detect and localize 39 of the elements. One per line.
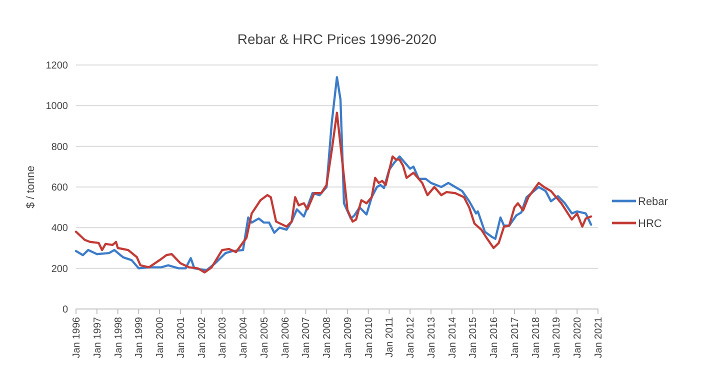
x-tick-label: Jan 2010 (364, 316, 375, 358)
x-tick-label: Jan 2008 (322, 316, 334, 358)
x-tick-label: Jan 2003 (218, 316, 229, 358)
x-tick-label: Jan 2018 (530, 316, 542, 358)
x-tick-label: Jan 2009 (342, 316, 354, 358)
x-tick-label: Jan 2007 (301, 316, 312, 358)
legend-label: HRC (638, 218, 662, 230)
x-tick-label: Jan 2019 (552, 316, 563, 358)
x-tick-label: Jan 2013 (426, 316, 438, 358)
x-tick-label: Jan 2005 (259, 316, 270, 358)
x-tick-label: Jan 2001 (176, 316, 187, 358)
y-tick-label: 400 (51, 223, 68, 234)
x-tick-label: Jan 2004 (238, 316, 250, 358)
x-tick-label: Jan 2000 (155, 316, 166, 358)
x-tick-label: Jan 2020 (572, 316, 584, 358)
chart-title: Rebar & HRC Prices 1996-2020 (237, 31, 437, 47)
legend-label: Rebar (638, 196, 668, 208)
x-tick-label: Jan 1999 (134, 316, 146, 358)
x-tick-label: Jan 2021 (594, 316, 604, 358)
y-tick-label: 1200 (46, 60, 68, 72)
x-tick-label: Jan 1998 (113, 316, 124, 358)
y-tick-label: 800 (51, 142, 68, 153)
y-tick-label: 600 (51, 182, 68, 194)
x-tick-label: Jan 1996 (72, 316, 82, 358)
x-tick-label: Jan 2014 (447, 316, 458, 358)
line-series (74, 76, 592, 272)
x-tick-label: Jan 2015 (468, 316, 480, 358)
x-tick-label: Jan 2006 (280, 316, 292, 358)
x-tick-label: Jan 2017 (510, 316, 521, 358)
y-tick-label: 1000 (46, 101, 68, 112)
x-tick-label: Jan 2016 (489, 316, 500, 358)
x-tick-label: Jan 2011 (384, 316, 396, 358)
x-tick-label: Jan 1997 (92, 316, 104, 358)
y-tick-label: 200 (51, 264, 68, 275)
y-tick-label: 0 (62, 304, 68, 316)
line-series (74, 112, 592, 274)
x-tick-label: Jan 2002 (196, 316, 208, 358)
x-tick-label: Jan 2012 (406, 316, 417, 358)
y-axis-title: $ / tonne (25, 166, 37, 208)
